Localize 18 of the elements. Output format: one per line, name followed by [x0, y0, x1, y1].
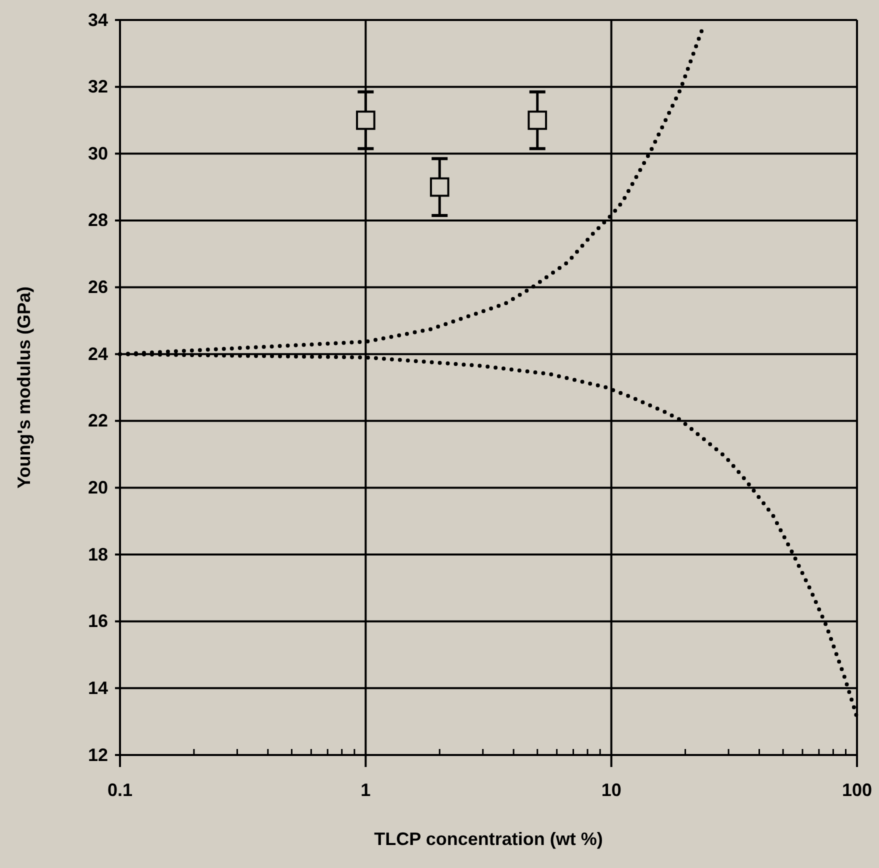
y-axis-title: Young's modulus (GPa): [14, 286, 34, 488]
y-tick-label: 12: [88, 744, 108, 765]
x-tick-label: 10: [601, 780, 622, 800]
y-tick-label: 26: [88, 277, 108, 298]
x-tick-label: 100: [842, 780, 872, 800]
y-tick-label: 16: [88, 611, 108, 632]
y-tick-label: 28: [88, 210, 108, 230]
x-tick-label: 0.1: [107, 780, 133, 800]
x-tick-label: 1: [360, 780, 371, 800]
y-tick-label: 24: [88, 344, 108, 364]
y-tick-label: 18: [88, 544, 108, 564]
y-tick-label: 14: [88, 678, 108, 698]
y-tick-label: 22: [88, 410, 108, 431]
x-axis-title: TLCP concentration (wt %): [374, 829, 603, 849]
y-tick-label: 34: [88, 10, 108, 30]
y-tick-label: 20: [88, 477, 108, 498]
y-tick-label: 32: [88, 76, 108, 97]
y-tick-label: 30: [88, 143, 108, 164]
